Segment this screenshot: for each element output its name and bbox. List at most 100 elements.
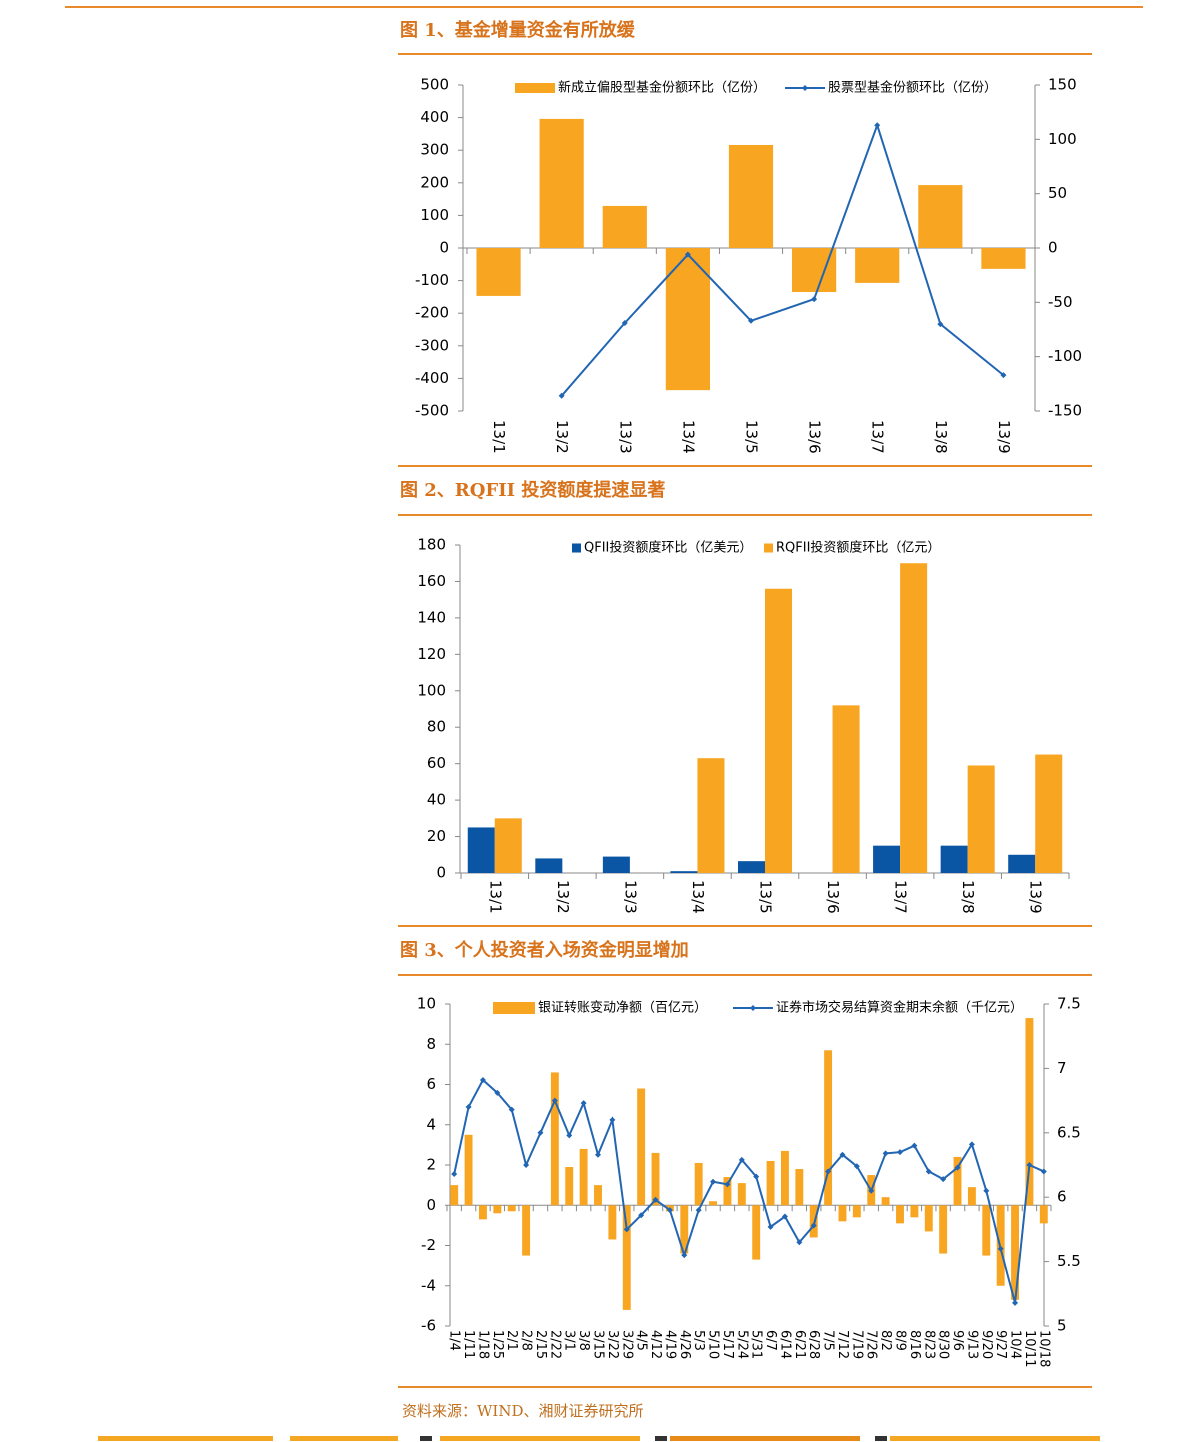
x-tick-label: 2/15 xyxy=(533,1330,548,1359)
bar xyxy=(539,118,584,249)
bar xyxy=(550,1072,559,1206)
y-tick-label: -400 xyxy=(415,369,449,387)
bar xyxy=(1008,854,1036,873)
bar xyxy=(939,1205,948,1254)
y-tick-label: -2 xyxy=(421,1236,436,1254)
marker xyxy=(595,1151,601,1158)
marker xyxy=(652,1196,659,1203)
x-tick-label: 8/16 xyxy=(907,1330,922,1359)
stripe xyxy=(670,1436,860,1441)
x-tick-label: 13/5 xyxy=(743,420,761,454)
marker xyxy=(781,1213,788,1220)
line xyxy=(560,122,1005,397)
bar xyxy=(824,1050,833,1206)
footer-stripes xyxy=(98,1436,1100,1441)
legend-label: 银证转账变动净额（百亿元） xyxy=(538,1000,707,1016)
bar xyxy=(900,563,928,873)
x-tick-label: 7/26 xyxy=(864,1330,879,1359)
marker xyxy=(666,1207,673,1214)
bar xyxy=(494,818,522,873)
legend-label: RQFII投资额度环比（亿元） xyxy=(776,540,940,556)
stripe xyxy=(440,1436,640,1441)
legend-swatch xyxy=(493,1002,535,1014)
x-tick-label: 10/4 xyxy=(1008,1330,1023,1359)
figure-title: 图 3、个人投资者入场资金明显增加 xyxy=(400,939,689,961)
y2-tick-label: -50 xyxy=(1048,293,1073,311)
bar xyxy=(737,861,765,873)
x-tick-label: 13/4 xyxy=(679,420,697,454)
y2-tick-label: 5 xyxy=(1057,1317,1067,1335)
legend-label: 新成立偏股型基金份额环比（亿份） xyxy=(558,80,766,96)
x-tick-label: 13/2 xyxy=(554,880,572,914)
bar xyxy=(728,144,774,248)
x-tick-label: 4/26 xyxy=(677,1330,692,1359)
marker xyxy=(638,1212,645,1219)
y2-tick-label: 100 xyxy=(1048,130,1077,148)
stripe xyxy=(420,1436,432,1441)
bar xyxy=(723,1177,732,1206)
bar xyxy=(637,1088,646,1206)
bar xyxy=(766,1160,775,1206)
marker xyxy=(954,1164,961,1171)
x-tick-label: 13/9 xyxy=(995,420,1013,454)
y2-tick-label: 50 xyxy=(1048,184,1067,202)
x-tick-label: 10/18 xyxy=(1036,1330,1051,1367)
bar xyxy=(809,1205,818,1238)
x-tick-label: 7/19 xyxy=(849,1330,864,1359)
x-tick-label: 1/11 xyxy=(461,1330,476,1359)
x-tick-label: 13/5 xyxy=(757,880,775,914)
bar xyxy=(910,1205,919,1218)
x-tick-label: 10/11 xyxy=(1022,1330,1037,1367)
x-tick-label: 7/12 xyxy=(835,1330,850,1359)
x-tick-label: 13/1 xyxy=(486,880,504,914)
bar xyxy=(1039,1205,1048,1224)
bar xyxy=(967,1187,976,1206)
bar xyxy=(680,1205,689,1254)
figure-title: 图 1、基金增量资金有所放缓 xyxy=(400,19,636,41)
legend-swatch xyxy=(764,543,773,553)
marker xyxy=(508,1106,515,1113)
x-tick-label: 2/8 xyxy=(519,1330,534,1351)
bar xyxy=(737,1183,746,1206)
x-tick-label: 13/7 xyxy=(869,420,887,454)
marker xyxy=(810,1222,817,1229)
marker xyxy=(796,1239,803,1246)
legend-marker xyxy=(802,85,808,91)
marker xyxy=(621,319,628,326)
bar xyxy=(792,248,837,293)
x-tick-label: 2/1 xyxy=(504,1330,519,1351)
y-tick-label: 60 xyxy=(427,754,446,772)
y-tick-label: -6 xyxy=(421,1317,436,1335)
bar xyxy=(622,1205,631,1310)
bar xyxy=(565,1167,574,1206)
x-tick-label: 13/6 xyxy=(824,880,842,914)
marker xyxy=(551,1097,558,1104)
marker xyxy=(724,1181,731,1188)
y-tick-label: 160 xyxy=(417,572,446,590)
bar xyxy=(1035,754,1063,873)
bar xyxy=(940,845,968,873)
bar xyxy=(924,1205,933,1232)
x-tick-label: 3/8 xyxy=(576,1330,591,1351)
marker xyxy=(566,1132,573,1139)
marker xyxy=(623,1226,630,1233)
y-tick-label: 200 xyxy=(420,173,449,191)
bar xyxy=(881,1197,890,1206)
marker xyxy=(983,1187,990,1194)
bar xyxy=(476,248,521,296)
x-tick-label: 1/25 xyxy=(490,1330,505,1359)
bar xyxy=(967,765,995,873)
x-tick-label: 3/22 xyxy=(605,1330,620,1359)
x-tick-label: 8/9 xyxy=(893,1330,908,1351)
x-tick-label: 2/22 xyxy=(547,1330,562,1359)
y2-tick-label: 0 xyxy=(1048,239,1058,257)
bar xyxy=(752,1205,761,1260)
y-tick-label: 400 xyxy=(420,108,449,126)
stripe xyxy=(98,1436,273,1441)
bar xyxy=(450,1185,459,1206)
x-tick-label: 5/3 xyxy=(691,1330,706,1351)
line xyxy=(453,1078,1045,1304)
x-tick-label: 1/4 xyxy=(447,1330,462,1351)
x-tick-label: 13/9 xyxy=(1027,880,1045,914)
